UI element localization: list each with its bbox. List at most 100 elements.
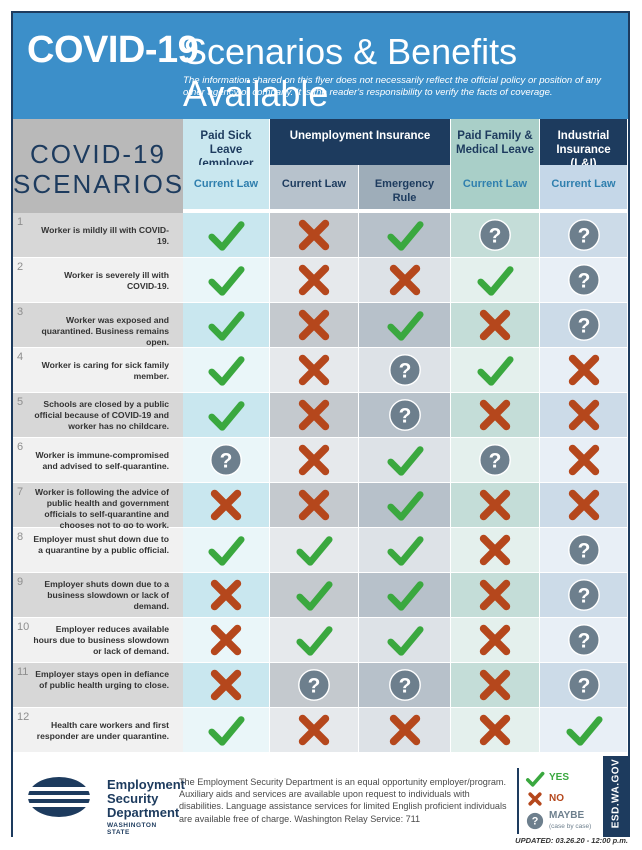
benefit-cell (183, 213, 270, 258)
question-icon: ? (388, 354, 421, 386)
x-icon (568, 399, 599, 431)
x-icon (298, 444, 330, 476)
benefit-cell (270, 483, 359, 528)
svg-text:?: ? (220, 450, 233, 473)
scenario-row: 11 Employer stays open in defiance of pub… (13, 663, 183, 708)
row-number: 10 (17, 621, 30, 633)
benefit-cell: ? (540, 258, 628, 303)
check-icon (208, 266, 245, 296)
check-icon (208, 221, 245, 251)
header-banner: COVID-19 Scenarios & Benefits Available … (13, 13, 628, 119)
benefit-cell (451, 708, 540, 753)
check-icon (386, 491, 424, 521)
scenario-row: 9 Employer shuts down due to a business s… (13, 573, 183, 618)
benefit-cell (540, 393, 628, 438)
question-icon: ? (567, 309, 600, 341)
scenario-row: 7 Worker is following the advice of publi… (13, 483, 183, 530)
benefit-cell (540, 438, 628, 483)
benefit-cell: ? (359, 663, 451, 708)
question-icon: ? (567, 624, 600, 656)
scenario-row: 8 Employer must shut down due to a quaran… (13, 528, 183, 573)
question-icon: ? (479, 444, 511, 476)
check-icon (296, 581, 333, 611)
title-scenarios-benefits: Scenarios & Benefits Available (183, 31, 518, 114)
row-number: 12 (17, 711, 30, 723)
benefit-cell (451, 528, 540, 573)
check-icon (386, 581, 424, 611)
scenario-text: Worker was exposed and quarantined. Busi… (41, 314, 169, 347)
x-icon (210, 669, 242, 701)
side-url-text: ESD.WA.GOV (610, 758, 622, 829)
legend-check-icon (526, 771, 545, 787)
benefit-cell (359, 303, 451, 348)
svg-text:?: ? (398, 405, 411, 428)
legend-question-icon: ? (526, 812, 544, 830)
svg-text:?: ? (398, 360, 411, 383)
x-icon (298, 489, 330, 521)
benefit-cell (359, 258, 451, 303)
benefit-cell (359, 573, 451, 618)
benefit-cell (451, 258, 540, 303)
svg-text:?: ? (532, 816, 539, 828)
title-covid: COVID-19 (27, 29, 199, 71)
svg-text:?: ? (489, 225, 502, 248)
x-icon (389, 264, 420, 296)
footer: Employment Security Department WASHINGTO… (13, 756, 628, 837)
benefit-cell (270, 618, 359, 663)
scenario-text: Worker is following the advice of public… (34, 487, 169, 530)
svg-text:?: ? (308, 675, 321, 698)
scenario-row: 4 Worker is caring for sick family member… (13, 348, 183, 393)
benefit-cell: ? (540, 303, 628, 348)
svg-text:?: ? (577, 630, 590, 653)
scenario-text: Worker is mildly ill with COVID-19. (41, 224, 169, 246)
subheader-4: Current Law (540, 165, 628, 209)
benefit-cell (270, 393, 359, 438)
benefit-cell: ? (540, 618, 628, 663)
benefit-cell (451, 573, 540, 618)
row-number: 2 (17, 261, 24, 273)
benefit-cell (183, 258, 270, 303)
benefit-cell (270, 438, 359, 483)
svg-text:?: ? (577, 270, 590, 293)
scenarios-title-line2: SCENARIOS (13, 169, 185, 199)
svg-text:?: ? (398, 675, 411, 698)
benefit-cell (270, 258, 359, 303)
question-icon: ? (567, 579, 600, 611)
scenario-row: 3 Worker was exposed and quarantined. Bus… (13, 303, 183, 348)
benefit-cell: ? (540, 213, 628, 258)
benefit-cell (183, 303, 270, 348)
benefit-cell (359, 213, 451, 258)
subheader-3: Current Law (451, 165, 540, 209)
row-number: 8 (17, 531, 24, 543)
group-header-1: Unemployment Insurance (270, 119, 451, 165)
esd-org-line3: Department (107, 805, 180, 820)
x-icon (479, 309, 511, 341)
benefit-cell (270, 708, 359, 753)
scenario-text: Employer reduces available hours due to … (33, 624, 169, 656)
svg-text:?: ? (577, 540, 590, 563)
x-icon (479, 399, 511, 431)
benefit-cell (183, 708, 270, 753)
check-icon (208, 716, 245, 746)
scenario-row: 5 Schools are closed by a public official… (13, 393, 183, 438)
legend-yes-label: YES (549, 772, 570, 783)
benefit-cell: ? (451, 213, 540, 258)
question-icon: ? (567, 669, 600, 701)
svg-text:?: ? (577, 225, 590, 248)
subheader-2: Emergency Rule (359, 165, 451, 209)
check-icon (386, 626, 424, 656)
x-icon (479, 714, 511, 746)
x-icon (568, 489, 599, 521)
x-icon (479, 579, 511, 611)
row-number: 6 (17, 441, 24, 453)
benefit-cell (451, 348, 540, 393)
esd-logo-icon (27, 777, 91, 817)
x-icon (479, 489, 511, 521)
group-header-0: Paid Sick Leave (employer paid) (183, 119, 270, 184)
x-icon (568, 444, 599, 476)
x-icon (479, 669, 511, 701)
benefit-cell (359, 438, 451, 483)
flyer-frame: COVID-19 Scenarios & Benefits Available … (11, 11, 630, 837)
legend-no-label: NO (549, 793, 564, 804)
x-icon (479, 534, 511, 566)
